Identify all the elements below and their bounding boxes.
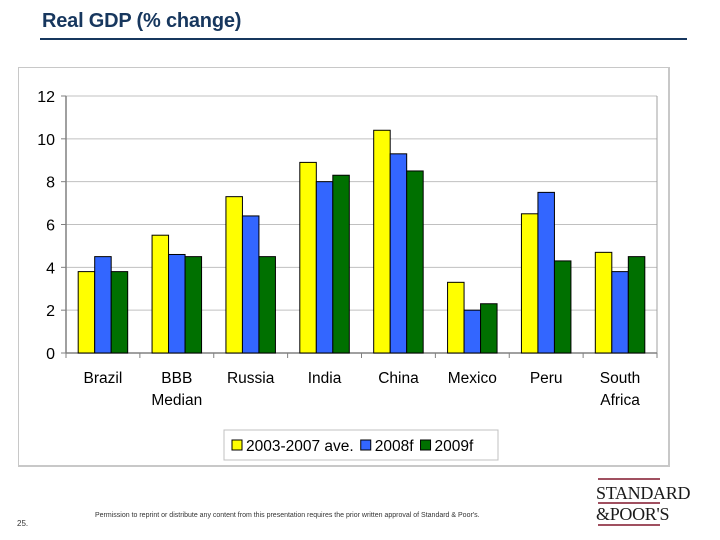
x-tick-label: Africa (600, 392, 640, 409)
legend-label: 2008f (375, 438, 414, 455)
logo-line-1: STANDARD (596, 483, 691, 503)
x-tick-label: South (600, 370, 641, 387)
legend-label: 2009f (435, 438, 474, 455)
x-tick-label: China (378, 370, 419, 387)
title-underline (40, 38, 687, 40)
bar-2008f (389, 153, 408, 354)
y-tick-label: 12 (37, 89, 55, 106)
x-tick-label: Brazil (84, 370, 123, 387)
bar-2009f (258, 256, 276, 354)
legend-swatch (231, 439, 243, 451)
bar-2009f (480, 303, 498, 354)
x-tick-label: India (308, 370, 342, 387)
bar-2003-2007-ave- (225, 196, 243, 354)
y-tick-label: 0 (46, 346, 55, 363)
y-tick-label: 6 (46, 218, 55, 235)
bar-2009f (332, 174, 350, 354)
bar-2003-2007-ave- (299, 161, 317, 354)
bar-2008f (315, 181, 334, 354)
bar-2003-2007-ave- (520, 213, 539, 354)
x-tick-label: Russia (227, 370, 275, 387)
slide-title: Real GDP (% change) (42, 10, 242, 32)
x-tick-label: Median (151, 392, 202, 409)
logo-rule-mid (598, 502, 660, 504)
y-tick-label: 8 (46, 175, 55, 192)
bar-2003-2007-ave- (373, 129, 391, 354)
page-number: 25. (17, 519, 29, 528)
bar-2008f (463, 309, 482, 354)
legend-label: 2003-2007 ave. (246, 438, 354, 455)
bar-2003-2007-ave- (151, 234, 170, 354)
y-tick-label: 10 (37, 132, 55, 149)
chart-frame (18, 67, 670, 467)
bar-2003-2007-ave- (447, 281, 465, 354)
logo-rule-top (598, 478, 660, 480)
logo-line-2: &POOR'S (596, 504, 670, 524)
legend-swatch (420, 439, 432, 451)
bar-2003-2007-ave- (77, 271, 96, 354)
y-tick-label: 2 (46, 303, 55, 320)
legend-swatch (360, 439, 372, 451)
logo-rule-bottom (598, 524, 660, 526)
bar-2008f (537, 191, 555, 354)
bar-2009f (627, 256, 646, 354)
sp-logo: STANDARD &POOR'S (596, 478, 706, 526)
y-tick-label: 4 (46, 260, 55, 277)
footer-disclaimer: Permission to reprint or distribute any … (95, 512, 480, 519)
bar-2009f (184, 256, 203, 354)
x-tick-label: Mexico (448, 370, 497, 387)
bar-2008f (94, 256, 112, 354)
bar-2009f (553, 260, 572, 354)
bar-2009f (406, 170, 424, 354)
bar-2008f (168, 253, 186, 354)
bar-2003-2007-ave- (594, 251, 613, 354)
bar-2008f (611, 271, 629, 354)
x-tick-label: BBB (161, 370, 192, 387)
bar-2008f (241, 215, 260, 354)
x-tick-label: Peru (530, 370, 563, 387)
bar-2009f (110, 271, 129, 354)
